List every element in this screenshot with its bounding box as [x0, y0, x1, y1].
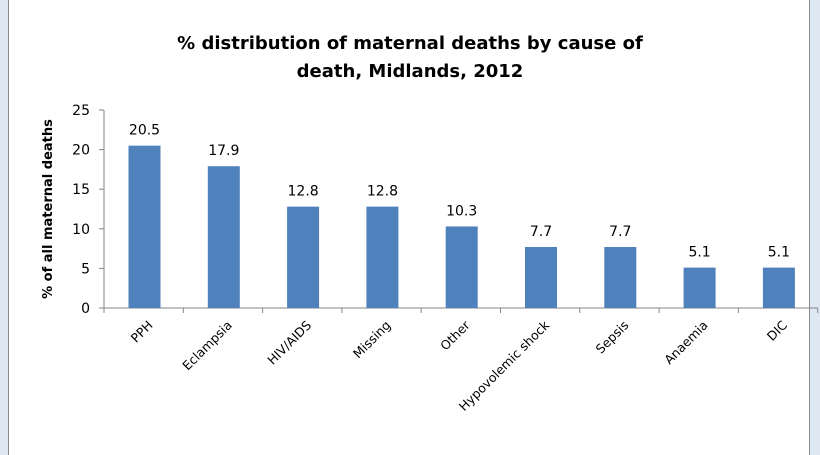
category-label: DIC [764, 317, 790, 343]
chart-title: % distribution of maternal deaths by cau… [0, 30, 820, 86]
category-labels: PPH Eclampsia HIV/AIDS Missing OtherHypovole… [128, 317, 791, 414]
data-label: 12.8 [367, 184, 398, 200]
y-axis-title: % of all maternal deaths [41, 119, 56, 299]
bars [128, 145, 795, 308]
data-label: 5.1 [768, 245, 790, 261]
data-label: 17.9 [208, 143, 239, 159]
y-tick-label: 15 [72, 182, 90, 198]
category-label: Anaemia [661, 318, 711, 368]
data-label: 10.3 [446, 203, 477, 219]
chart-title-line-2: death, Midlands, 2012 [296, 61, 524, 82]
bar-anaemia [683, 267, 716, 308]
y-tick-label: 0 [81, 301, 90, 317]
y-tick-label: 25 [72, 103, 90, 119]
bar-hypovolemic-shock [525, 247, 557, 308]
y-tick-label: 10 [72, 222, 90, 238]
data-label: 12.8 [288, 184, 319, 200]
bar-eclampsia [207, 166, 240, 308]
bar-hiv-aids [287, 206, 320, 308]
category-label: Other [437, 317, 473, 353]
data-label: 7.7 [530, 224, 552, 240]
bar-missing [366, 206, 399, 308]
chart-title-line-1: % distribution of maternal deaths by cau… [177, 33, 643, 54]
category-label: Sepsis [592, 318, 631, 357]
data-label: 7.7 [609, 224, 631, 240]
bar-sepsis [604, 247, 637, 308]
bar-other [445, 226, 478, 308]
data-labels: 20.5 17.9 12.8 12.8 10.3 7.7 7.7 5.1 5.1 [129, 123, 790, 261]
y-tick-label: 5 [81, 261, 90, 277]
category-label: Missing [350, 318, 394, 362]
data-label: 20.5 [129, 123, 160, 139]
category-label: Eclampsia [179, 318, 235, 374]
y-tick-label: 20 [72, 143, 90, 159]
bar-dic [762, 267, 795, 308]
data-label: 5.1 [688, 245, 710, 261]
category-label: Hypovolemic shock [456, 317, 553, 414]
category-label: HIV/AIDS [264, 317, 314, 367]
bar-pph [128, 145, 161, 308]
category-label: PPH [128, 318, 156, 346]
